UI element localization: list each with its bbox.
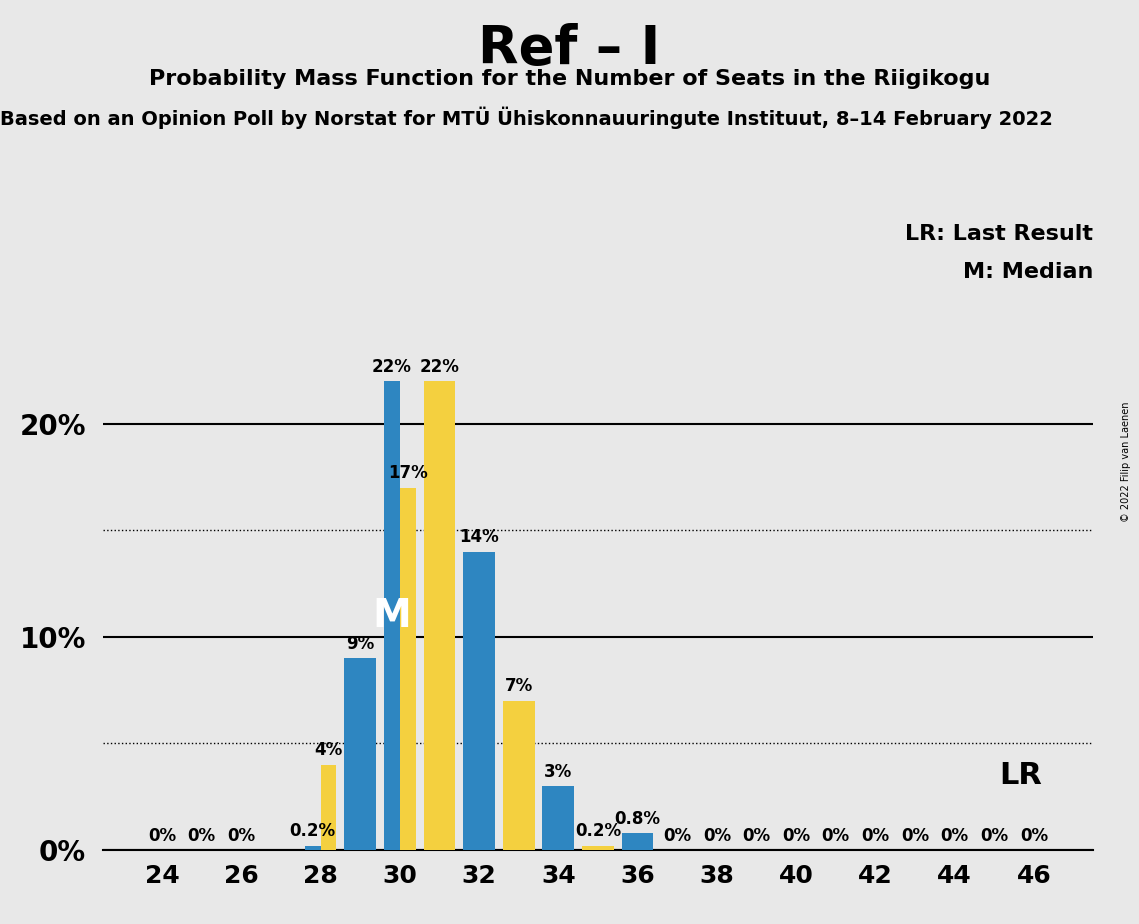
- Text: LR: LR: [999, 761, 1042, 790]
- Text: M: M: [372, 597, 411, 635]
- Text: Based on an Opinion Poll by Norstat for MTÜ Ühiskonnauuringute Instituut, 8–14 F: Based on an Opinion Poll by Norstat for …: [0, 106, 1052, 128]
- Text: 0%: 0%: [782, 827, 810, 845]
- Text: 0.2%: 0.2%: [289, 822, 336, 841]
- Text: 0%: 0%: [663, 827, 691, 845]
- Text: 0%: 0%: [821, 827, 850, 845]
- Text: 0.2%: 0.2%: [575, 822, 621, 841]
- Bar: [304, 845, 320, 850]
- Bar: [622, 833, 654, 850]
- Text: 0%: 0%: [901, 827, 929, 845]
- Text: 14%: 14%: [459, 529, 499, 546]
- Text: © 2022 Filip van Laenen: © 2022 Filip van Laenen: [1121, 402, 1131, 522]
- Text: 0%: 0%: [703, 827, 731, 845]
- Text: 0%: 0%: [148, 827, 177, 845]
- Text: M: Median: M: Median: [964, 262, 1093, 283]
- Text: Probability Mass Function for the Number of Seats in the Riigikogu: Probability Mass Function for the Number…: [149, 69, 990, 90]
- Text: 3%: 3%: [544, 763, 573, 781]
- Text: LR: Last Result: LR: Last Result: [906, 224, 1093, 244]
- Text: 22%: 22%: [419, 358, 459, 376]
- Bar: [344, 658, 376, 850]
- Text: 0%: 0%: [861, 827, 890, 845]
- Text: 7%: 7%: [505, 677, 533, 696]
- Bar: [400, 488, 416, 850]
- Bar: [542, 786, 574, 850]
- Text: 0%: 0%: [1019, 827, 1048, 845]
- Text: 0%: 0%: [188, 827, 215, 845]
- Bar: [384, 381, 400, 850]
- Text: Ref – I: Ref – I: [478, 23, 661, 75]
- Bar: [424, 381, 456, 850]
- Text: 0.8%: 0.8%: [615, 809, 661, 828]
- Bar: [320, 765, 336, 850]
- Bar: [582, 845, 614, 850]
- Text: 4%: 4%: [314, 741, 343, 760]
- Bar: [502, 700, 534, 850]
- Text: 0%: 0%: [981, 827, 1008, 845]
- Text: 22%: 22%: [372, 358, 412, 376]
- Text: 0%: 0%: [743, 827, 771, 845]
- Bar: [464, 552, 495, 850]
- Text: 0%: 0%: [941, 827, 969, 845]
- Text: 0%: 0%: [227, 827, 255, 845]
- Text: 9%: 9%: [346, 635, 375, 653]
- Text: 17%: 17%: [388, 464, 427, 482]
